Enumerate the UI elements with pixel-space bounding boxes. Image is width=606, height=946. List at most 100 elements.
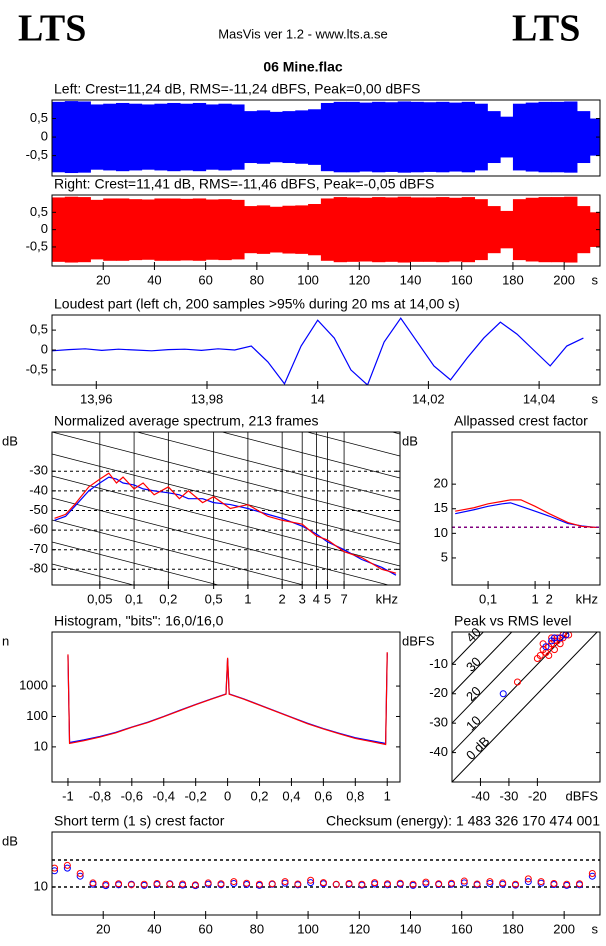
y-tick-label: -0,5 — [26, 361, 48, 376]
y-tick-label: -80 — [29, 561, 48, 576]
y-tick-label: 5 — [441, 549, 448, 564]
waveform-bar — [231, 199, 245, 260]
point — [409, 880, 417, 888]
waveform-bar — [218, 199, 232, 261]
plot-frame — [51, 194, 601, 267]
waveform-bar — [218, 103, 232, 171]
x-tick-label: 0,6 — [314, 788, 332, 803]
point — [460, 879, 468, 887]
waveform-bar — [90, 199, 104, 260]
waveform-bar — [589, 118, 600, 156]
waveform-bar — [116, 102, 130, 172]
x-tick-label: 5 — [324, 591, 331, 606]
waveform-bar — [525, 102, 540, 172]
slope-line — [52, 432, 400, 523]
waveform-bar — [205, 199, 219, 260]
waveform-bar — [320, 102, 335, 172]
x-axis-unit: kHz — [376, 591, 398, 606]
plot-frame — [51, 831, 601, 916]
logo-left: LTS — [18, 8, 86, 50]
waveform-bar — [500, 210, 514, 249]
point — [371, 879, 379, 887]
waveform-bar — [384, 102, 399, 172]
slope-line — [52, 453, 400, 545]
waveform-bar — [346, 101, 360, 173]
waveform-bar — [90, 104, 104, 170]
point — [550, 646, 558, 654]
waveform-bar — [474, 199, 488, 261]
y-tick-label: 0,5 — [30, 322, 48, 337]
point — [255, 880, 263, 888]
y-tick-label: -30 — [29, 463, 48, 478]
waveform-bar — [372, 101, 386, 173]
y-tick-label: 1000 — [19, 678, 48, 693]
point — [115, 880, 123, 888]
y-axis-label: dB — [2, 433, 18, 448]
x-tick-label: -1 — [62, 788, 74, 803]
slope-line — [135, 432, 400, 501]
app-name: MasVis ver 1.2 - www.lts.a.se — [218, 26, 388, 41]
slope-line — [52, 541, 220, 585]
x-tick-label: 0,2 — [250, 788, 268, 803]
x-tick-label: 20 — [96, 921, 110, 936]
x-tick-label: 60 — [198, 272, 212, 287]
series-line — [455, 499, 597, 529]
plot-area — [67, 652, 388, 746]
x-tick-label: -30 — [500, 788, 519, 803]
logo-right: LTS — [512, 8, 580, 50]
slope-line — [52, 630, 400, 720]
y-axis-label: dB — [2, 833, 18, 848]
waveform-bar — [551, 101, 565, 173]
waveform-bar — [525, 197, 540, 262]
x-tick-label: 0,1 — [125, 591, 143, 606]
point — [191, 881, 199, 889]
waveform-bar — [244, 111, 258, 164]
y-axis-label: n — [2, 633, 9, 648]
x-tick-label: 14,04 — [523, 391, 556, 406]
plot-area — [52, 317, 584, 385]
x-tick-label: 40 — [147, 921, 161, 936]
x-tick-label: 0 — [224, 788, 231, 803]
x-tick-label: 13,96 — [80, 391, 113, 406]
point — [89, 879, 97, 887]
point — [473, 880, 481, 888]
y-axis-label: dB — [402, 433, 418, 448]
point — [545, 652, 553, 660]
waveform-bar — [77, 101, 91, 173]
waveform-bar — [551, 197, 565, 263]
x-tick-label: 0,5 — [205, 591, 223, 606]
waveform-bar — [64, 101, 79, 174]
point — [243, 879, 251, 887]
x-tick-label: 14 — [310, 391, 324, 406]
y-tick-label: -50 — [29, 502, 48, 517]
waveform-bar — [333, 197, 347, 263]
waveform-bar — [359, 197, 373, 262]
point — [153, 879, 161, 887]
waveform-bar — [436, 197, 450, 263]
point — [307, 879, 315, 887]
x-tick-label: -0,6 — [121, 788, 143, 803]
series-line — [52, 317, 584, 385]
x-tick-label: 80 — [250, 272, 264, 287]
waveform-bar — [461, 197, 476, 263]
waveform-bar — [128, 103, 143, 171]
x-tick-label: -0,2 — [184, 788, 206, 803]
x-tick-label: 1 — [531, 591, 538, 606]
point — [102, 880, 110, 888]
point — [524, 878, 532, 886]
waveform-bar — [308, 204, 322, 256]
y-tick-label: -40 — [29, 482, 48, 497]
x-tick-label: 0,2 — [159, 591, 177, 606]
waveform-bar — [448, 102, 463, 172]
y-tick-label: -20 — [429, 685, 448, 700]
x-tick-label: 1 — [244, 591, 251, 606]
point — [486, 878, 494, 886]
waveform-bar — [116, 198, 130, 261]
waveform-bar — [269, 206, 283, 253]
waveform-bar — [154, 103, 168, 171]
point — [383, 880, 391, 888]
point — [63, 861, 71, 869]
slope-line — [220, 432, 400, 479]
point — [166, 880, 174, 888]
x-tick-label: 2 — [546, 591, 553, 606]
